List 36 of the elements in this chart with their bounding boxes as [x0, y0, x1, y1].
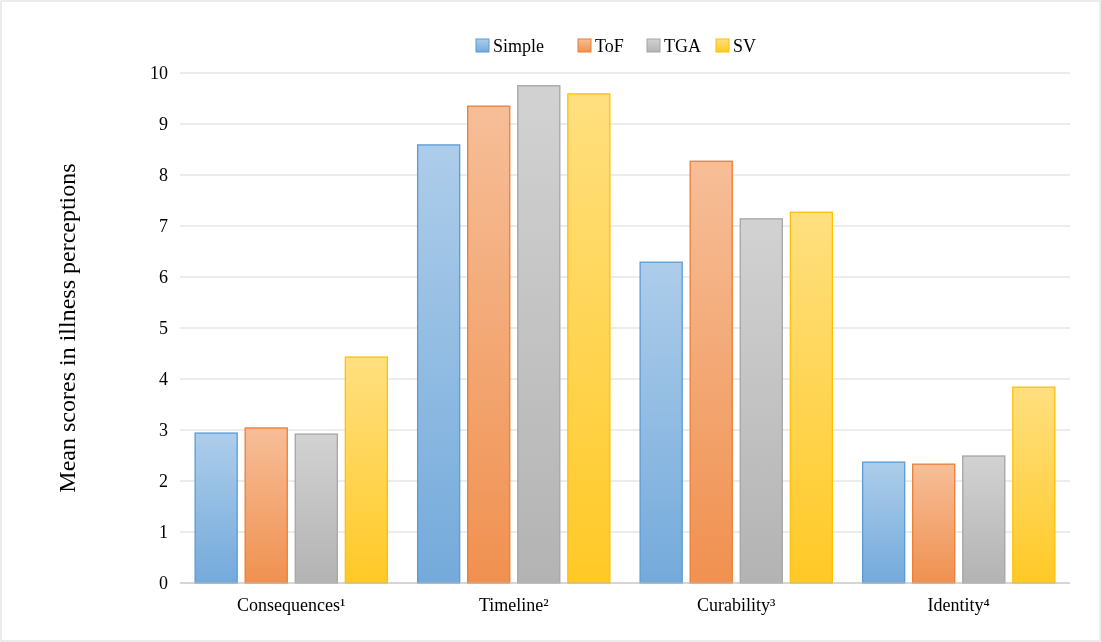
y-tick-label: 1: [159, 522, 168, 543]
y-axis-title: Mean scores in illness perceptions: [54, 163, 80, 493]
y-tick-label: 8: [159, 165, 168, 186]
y-tick-label: 3: [159, 420, 168, 441]
bar: [517, 85, 561, 584]
bar: [294, 433, 338, 584]
bar: [789, 211, 834, 584]
legend-label: SV: [733, 36, 757, 57]
bar: [344, 356, 389, 584]
bar: [739, 218, 783, 584]
y-tick-label: 4: [159, 369, 168, 390]
legend-label: TGA: [664, 36, 701, 57]
bar: [689, 160, 733, 584]
x-tick-label: Identity⁴: [927, 595, 990, 615]
bar: [194, 432, 238, 584]
y-tick-label: 0: [159, 573, 168, 594]
y-tick-label: 2: [159, 471, 168, 492]
y-tick-label: 7: [159, 216, 168, 237]
bar: [416, 144, 461, 584]
bar: [639, 261, 683, 584]
bar: [567, 93, 611, 584]
x-tick-label: Consequences¹: [237, 595, 346, 615]
bar: [1012, 386, 1056, 584]
y-tick-label: 10: [150, 63, 168, 84]
bar: [861, 461, 906, 584]
y-tick-label: 6: [159, 267, 168, 288]
legend-label: ToF: [595, 36, 624, 57]
x-tick-label: Curability³: [697, 595, 777, 615]
x-tick-label: Timeline²: [478, 595, 549, 615]
bar: [912, 463, 956, 584]
bar: [244, 427, 288, 584]
y-tick-label: 5: [159, 318, 168, 339]
bar: [962, 455, 1006, 584]
legend-label: Simple: [493, 36, 545, 57]
y-tick-label: 9: [159, 114, 168, 135]
bar: [467, 105, 511, 584]
